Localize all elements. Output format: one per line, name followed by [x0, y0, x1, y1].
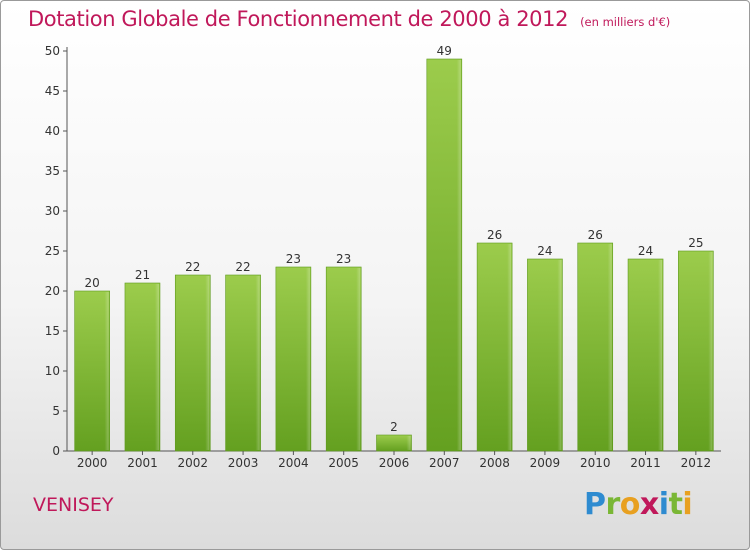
y-tick-label: 45 — [45, 84, 60, 98]
x-tick-label: 2001 — [127, 456, 158, 470]
bar — [74, 290, 110, 452]
bar-highlight — [708, 252, 713, 450]
bar — [476, 242, 513, 452]
bar — [124, 282, 161, 452]
bar-value-label: 23 — [286, 252, 301, 266]
x-tick-label: 2005 — [328, 456, 359, 470]
logo-letter: r — [605, 487, 621, 522]
x-tick-label: 2000 — [77, 456, 108, 470]
bar-value-label: 22 — [185, 260, 200, 274]
x-tick-label: 2007 — [429, 456, 460, 470]
y-tick-label: 10 — [45, 364, 60, 378]
bar-value-label: 20 — [85, 276, 100, 290]
bar-highlight — [658, 260, 663, 450]
bar-value-label: 24 — [638, 244, 653, 258]
bar-highlight — [205, 276, 210, 450]
chart-title-text: Dotation Globale de Fonctionnement de 20… — [28, 7, 569, 31]
bar-highlight — [255, 276, 260, 450]
bar-highlight — [154, 284, 159, 450]
x-tick-label: 2008 — [479, 456, 510, 470]
bar-value-label: 22 — [235, 260, 250, 274]
bar — [225, 274, 261, 452]
x-tick-label: 2004 — [278, 456, 309, 470]
y-tick-label: 15 — [45, 324, 60, 338]
bar — [426, 58, 463, 452]
y-tick-label: 20 — [45, 284, 60, 298]
bar-highlight — [456, 60, 461, 450]
bar — [376, 434, 412, 452]
bar-highlight — [305, 268, 310, 450]
bar-value-label: 26 — [588, 228, 603, 242]
x-tick-label: 2011 — [630, 456, 661, 470]
chart-title: Dotation Globale de Fonctionnement de 20… — [28, 7, 670, 31]
bar-value-label: 26 — [487, 228, 502, 242]
bar — [174, 274, 211, 452]
chart-subtitle: (en milliers d'€) — [580, 15, 671, 29]
proxiti-logo: Proxiti — [584, 487, 693, 522]
bar-value-label: 24 — [537, 244, 552, 258]
bar — [527, 258, 563, 452]
x-tick-label: 2009 — [530, 456, 561, 470]
bar-highlight — [406, 436, 411, 450]
logo-letter: x — [639, 487, 659, 522]
x-tick-label: 2003 — [228, 456, 259, 470]
bar-highlight — [104, 292, 109, 450]
bar — [577, 242, 614, 452]
logo-letter: i — [658, 487, 669, 522]
bar-highlight — [607, 244, 612, 450]
logo-letter: t — [668, 487, 683, 522]
bar-highlight — [557, 260, 562, 450]
x-tick-label: 2002 — [177, 456, 208, 470]
logo-letter: o — [619, 487, 641, 522]
y-tick-label: 25 — [45, 244, 60, 258]
y-tick-label: 35 — [45, 164, 60, 178]
y-tick-label: 30 — [45, 204, 60, 218]
y-tick-label: 0 — [52, 444, 60, 458]
y-tick-label: 5 — [52, 404, 60, 418]
bar-value-label: 2 — [390, 420, 398, 434]
logo-letter: P — [584, 487, 606, 522]
bar-value-label: 49 — [437, 44, 452, 58]
bar-value-label: 21 — [135, 268, 150, 282]
bar-highlight — [507, 244, 512, 450]
x-tick-label: 2012 — [681, 456, 712, 470]
commune-name: VENISEY — [33, 494, 114, 516]
bar-highlight — [356, 268, 361, 450]
bar — [678, 250, 714, 452]
bar — [325, 266, 362, 452]
y-tick-label: 50 — [45, 44, 60, 58]
bar — [627, 258, 664, 452]
bar — [275, 266, 312, 452]
logo-letter: i — [682, 487, 693, 522]
x-tick-label: 2006 — [379, 456, 410, 470]
y-tick-label: 40 — [45, 124, 60, 138]
bar-value-label: 23 — [336, 252, 351, 266]
x-tick-label: 2010 — [580, 456, 611, 470]
bar-value-label: 25 — [688, 236, 703, 250]
